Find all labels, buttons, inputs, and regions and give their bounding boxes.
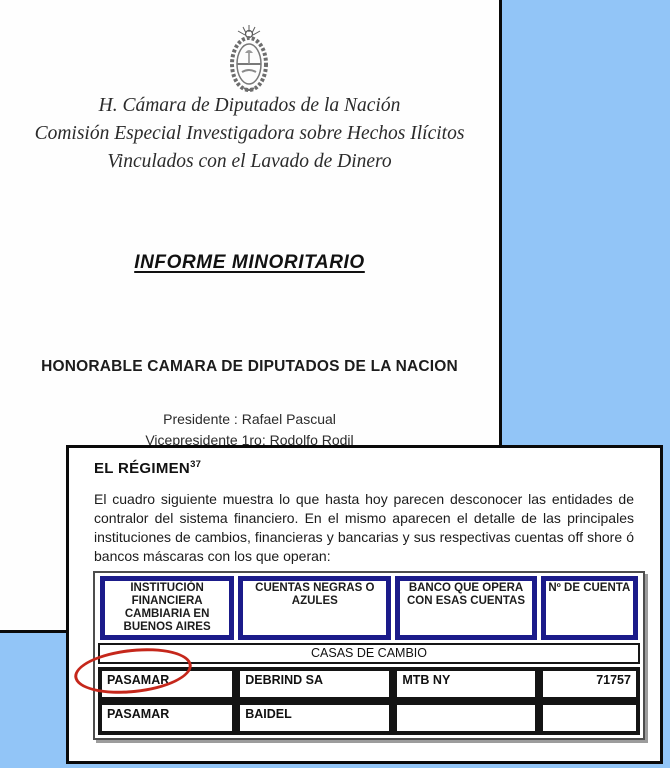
officers-block: Presidente : Rafael Pascual Vicepresiden… [0,409,499,451]
institution-title-line-2: Comisión Especial Investigadora sobre He… [34,123,465,144]
table-cell [393,701,539,735]
section-title: EL RÉGIMEN37 [94,459,201,477]
president-line: Presidente : Rafael Pascual [163,411,336,427]
table-cell: PASAMAR [98,667,237,701]
table-header-row: INSTITUCIÓN FINANCIERA CAMBIARIA EN BUEN… [98,576,640,640]
table-cell-account-number [538,701,640,735]
header-cell-cuentas: CUENTAS NEGRAS O AZULES [238,576,392,640]
vice-president-line: Vicepresidente 1ro: Rodolfo Rodil [145,432,354,448]
table-row: PASAMAR DEBRIND SA MTB NY 71757 [98,667,640,701]
accounts-table: INSTITUCIÓN FINANCIERA CAMBIARIA EN BUEN… [93,571,645,740]
table-cell: BAIDEL [236,701,394,735]
table-cell-account-number: 71757 [538,667,640,701]
intro-paragraph: El cuadro siguiente muestra lo que hasta… [94,491,634,564]
chamber-heading: HONORABLE CAMARA DE DIPUTADOS DE LA NACI… [41,358,458,375]
institution-title-line-1: H. Cámara de Diputados de la Nación [98,95,401,116]
header-cell-banco: BANCO QUE OPERA CON ESAS CUENTAS [395,576,537,640]
institution-title: H. Cámara de Diputados de la Nación Comi… [0,92,499,176]
footnote-reference: 37 [190,459,202,470]
table-row: PASAMAR BAIDEL [98,701,640,735]
argentina-coat-of-arms-icon [224,24,274,101]
document-page-2: EL RÉGIMEN37 El cuadro siguiente muestra… [66,445,663,764]
table-cell: DEBRIND SA [236,667,394,701]
institution-title-line-3: Vinculados con el Lavado de Dinero [107,151,392,172]
section-title-text: EL RÉGIMEN [94,460,191,477]
report-title: INFORME MINORITARIO [134,252,365,273]
table-cell: PASAMAR [98,701,237,735]
header-cell-numero: Nº DE CUENTA [540,576,638,640]
table-cell: MTB NY [393,667,539,701]
table-group-row: CASAS DE CAMBIO [98,643,640,664]
header-cell-institucion: INSTITUCIÓN FINANCIERA CAMBIARIA EN BUEN… [100,576,235,640]
